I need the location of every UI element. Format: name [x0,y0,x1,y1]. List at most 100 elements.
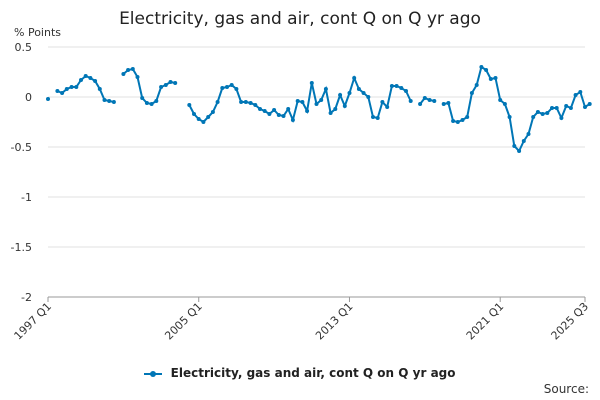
data-point[interactable] [545,111,550,115]
data-point[interactable] [210,110,215,114]
data-point[interactable] [422,96,427,100]
data-point[interactable] [451,119,456,123]
data-point[interactable] [305,109,310,113]
data-point[interactable] [573,93,578,97]
data-point[interactable] [248,101,253,105]
data-point[interactable] [192,112,196,116]
data-point[interactable] [55,89,60,93]
data-point[interactable] [380,100,385,104]
data-point[interactable] [512,144,517,148]
data-point[interactable] [446,101,451,105]
data-point[interactable] [493,76,498,80]
data-point[interactable] [234,87,239,91]
data-point[interactable] [46,97,50,101]
data-point[interactable] [281,114,286,118]
data-point[interactable] [432,99,437,103]
data-point[interactable] [517,149,522,153]
data-point[interactable] [140,96,145,100]
data-point[interactable] [163,83,168,87]
data-point[interactable] [418,102,423,106]
data-point[interactable] [469,91,474,95]
data-point[interactable] [168,80,173,84]
data-point[interactable] [502,102,507,106]
data-point[interactable] [498,98,503,102]
data-point[interactable] [102,98,107,102]
data-point[interactable] [276,113,281,117]
data-point[interactable] [215,100,220,104]
data-point[interactable] [225,85,229,89]
data-point[interactable] [253,103,258,107]
data-point[interactable] [460,118,465,122]
data-point[interactable] [262,109,267,113]
data-point[interactable] [88,76,93,80]
data-point[interactable] [60,91,65,95]
data-point[interactable] [272,108,277,112]
data-point[interactable] [97,87,102,91]
data-point[interactable] [220,86,225,90]
data-point[interactable] [540,112,545,116]
data-point[interactable] [314,102,319,106]
data-point[interactable] [361,91,366,95]
data-point[interactable] [159,85,164,89]
data-point[interactable] [559,116,564,120]
data-point[interactable] [173,81,178,85]
data-point[interactable] [564,104,569,108]
data-point[interactable] [479,65,484,69]
data-point[interactable] [267,112,272,116]
data-point[interactable] [64,87,69,91]
data-point[interactable] [342,104,347,108]
data-point[interactable] [300,100,305,104]
data-point[interactable] [328,111,333,115]
legend[interactable]: Electricity, gas and air, cont Q on Q yr… [0,366,600,380]
data-point[interactable] [526,132,531,136]
data-point[interactable] [521,139,526,143]
data-point[interactable] [427,98,432,102]
data-point[interactable] [507,115,512,119]
data-point[interactable] [290,118,295,122]
data-point[interactable] [389,84,394,88]
data-point[interactable] [83,74,88,78]
data-point[interactable] [568,106,573,110]
data-point[interactable] [69,85,74,89]
data-point[interactable] [347,91,352,95]
data-point[interactable] [187,103,192,107]
data-point[interactable] [149,102,154,106]
data-point[interactable] [488,77,493,81]
data-point[interactable] [154,99,159,103]
data-point[interactable] [554,106,559,110]
data-point[interactable] [404,89,408,93]
data-point[interactable] [130,67,135,71]
data-point[interactable] [206,115,211,119]
data-point[interactable] [356,87,361,91]
data-point[interactable] [74,85,79,89]
data-point[interactable] [107,99,112,103]
data-point[interactable] [550,106,554,110]
data-point[interactable] [144,101,149,105]
data-point[interactable] [126,68,131,72]
data-point[interactable] [79,78,83,82]
data-point[interactable] [535,110,540,114]
data-point[interactable] [366,95,371,99]
data-point[interactable] [583,105,587,109]
data-point[interactable] [587,102,592,106]
data-point[interactable] [531,115,536,119]
data-point[interactable] [484,68,489,72]
data-point[interactable] [239,100,244,104]
data-point[interactable] [319,98,324,102]
data-point[interactable] [309,81,314,85]
data-point[interactable] [474,83,479,87]
data-point[interactable] [295,99,300,103]
data-point[interactable] [323,87,328,91]
data-point[interactable] [394,84,399,88]
data-point[interactable] [338,93,343,97]
data-point[interactable] [385,105,390,109]
data-point[interactable] [243,100,248,104]
data-point[interactable] [93,79,98,83]
data-point[interactable] [135,75,140,79]
data-point[interactable] [121,72,126,76]
data-point[interactable] [578,90,583,94]
data-point[interactable] [375,116,380,120]
data-point[interactable] [258,107,262,111]
data-point[interactable] [455,120,460,124]
data-point[interactable] [333,107,338,111]
